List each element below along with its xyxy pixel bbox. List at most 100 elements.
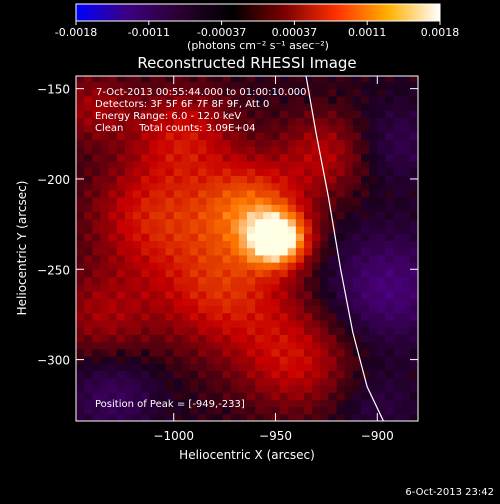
heatmap-cell bbox=[198, 153, 207, 162]
heatmap-cell bbox=[206, 117, 216, 126]
heatmap-cell bbox=[263, 110, 273, 119]
heatmap-cell bbox=[206, 233, 216, 241]
heatmap-cell bbox=[214, 334, 224, 343]
heatmap-cell bbox=[361, 182, 370, 191]
heatmap-cell bbox=[287, 392, 297, 400]
heatmap-cell bbox=[393, 168, 403, 176]
heatmap-cell bbox=[76, 247, 85, 256]
heatmap-cell bbox=[157, 124, 167, 133]
heatmap-cell bbox=[287, 413, 297, 421]
heatmap-cell bbox=[247, 211, 256, 220]
heatmap-cell bbox=[279, 399, 289, 408]
heatmap-cell bbox=[377, 392, 387, 400]
heatmap-cell bbox=[206, 247, 216, 256]
heatmap-cell bbox=[116, 384, 126, 393]
heatmap-cell bbox=[84, 117, 93, 126]
heatmap-cell bbox=[279, 363, 289, 372]
heatmap-cell bbox=[190, 327, 199, 335]
heatmap-cell bbox=[190, 247, 199, 256]
heatmap-cell bbox=[312, 189, 321, 198]
heatmap-cell bbox=[84, 276, 93, 285]
heatmap-cell bbox=[287, 110, 297, 119]
colorbar-tick-label: 0.0011 bbox=[348, 26, 387, 39]
heatmap-cell bbox=[255, 168, 264, 176]
heatmap-cell bbox=[173, 269, 183, 278]
heatmap-cell bbox=[320, 81, 330, 90]
heatmap-cell bbox=[328, 124, 338, 133]
heatmap-cell bbox=[133, 240, 142, 249]
heatmap-cell bbox=[124, 276, 134, 285]
heatmap-cell bbox=[377, 240, 387, 249]
heatmap-cell bbox=[271, 95, 281, 104]
heatmap-cell bbox=[344, 175, 354, 184]
heatmap-cell bbox=[230, 355, 240, 364]
heatmap-cell bbox=[255, 355, 264, 364]
heatmap-cell bbox=[108, 377, 118, 386]
heatmap-cell bbox=[141, 327, 150, 335]
heatmap-cell bbox=[312, 160, 321, 169]
heatmap-cell bbox=[149, 384, 159, 393]
heatmap-cell bbox=[304, 399, 313, 408]
heatmap-cell bbox=[361, 341, 370, 350]
heatmap-cell bbox=[385, 341, 395, 350]
heatmap-cell bbox=[352, 377, 362, 386]
heatmap-cell bbox=[271, 81, 281, 90]
heatmap-cell bbox=[304, 131, 313, 140]
heatmap-cell bbox=[279, 240, 289, 249]
heatmap-cell bbox=[141, 189, 150, 198]
heatmap-cell bbox=[377, 355, 387, 364]
heatmap-cell bbox=[92, 319, 102, 328]
heatmap-cell bbox=[361, 103, 370, 111]
heatmap-cell bbox=[92, 240, 102, 249]
heatmap-cell bbox=[287, 384, 297, 393]
heatmap-cell bbox=[92, 254, 102, 263]
heatmap-cell bbox=[165, 240, 175, 249]
heatmap-cell bbox=[100, 124, 110, 133]
heatmap-cell bbox=[361, 413, 370, 421]
heatmap-cell bbox=[247, 225, 256, 234]
heatmap-cell bbox=[230, 197, 240, 205]
heatmap-cell bbox=[336, 298, 346, 306]
heatmap-cell bbox=[287, 305, 297, 314]
heatmap-cell bbox=[133, 290, 142, 299]
heatmap-cell bbox=[369, 262, 378, 270]
heatmap-cell bbox=[108, 399, 118, 408]
heatmap-cell bbox=[238, 225, 248, 234]
heatmap-cell bbox=[84, 319, 93, 328]
heatmap-cell bbox=[230, 341, 240, 350]
y-tick-label: −250 bbox=[37, 263, 70, 277]
heatmap-cell bbox=[198, 131, 207, 140]
heatmap-cell bbox=[141, 124, 150, 133]
heatmap-cell bbox=[214, 117, 224, 126]
heatmap-cell bbox=[222, 197, 232, 205]
heatmap-cell bbox=[181, 370, 191, 379]
heatmap-cell bbox=[76, 298, 85, 306]
heatmap-cell bbox=[206, 81, 216, 90]
heatmap-cell bbox=[222, 146, 232, 155]
heatmap-cell bbox=[116, 355, 126, 364]
heatmap-cell bbox=[263, 305, 273, 314]
heatmap-cell bbox=[361, 319, 370, 328]
heatmap-cell bbox=[361, 160, 370, 169]
heatmap-cell bbox=[230, 146, 240, 155]
heatmap-cell bbox=[263, 327, 273, 335]
heatmap-cell bbox=[133, 269, 142, 278]
heatmap-cell bbox=[149, 204, 159, 213]
heatmap-cell bbox=[328, 298, 338, 306]
heatmap-cell bbox=[190, 392, 199, 400]
heatmap-cell bbox=[263, 240, 273, 249]
heatmap-cell bbox=[344, 269, 354, 278]
heatmap-cell bbox=[116, 182, 126, 191]
heatmap-cell bbox=[401, 341, 411, 350]
heatmap-cell bbox=[263, 276, 273, 285]
heatmap-cell bbox=[173, 139, 183, 148]
heatmap-cell bbox=[116, 175, 126, 184]
heatmap-cell bbox=[116, 283, 126, 292]
heatmap-cell bbox=[401, 189, 411, 198]
heatmap-cell bbox=[238, 240, 248, 249]
heatmap-cell bbox=[271, 131, 281, 140]
heatmap-cell bbox=[409, 327, 418, 335]
heatmap-cell bbox=[124, 298, 134, 306]
heatmap-cell bbox=[279, 95, 289, 104]
heatmap-cell bbox=[263, 392, 273, 400]
